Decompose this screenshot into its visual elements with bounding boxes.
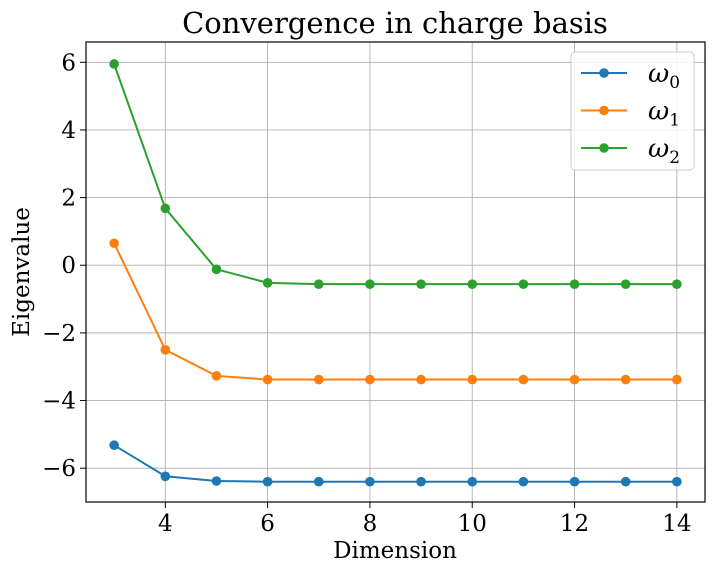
data-point xyxy=(211,476,222,486)
legend-symbol: ω xyxy=(648,134,669,164)
data-point xyxy=(569,374,580,385)
y-tick-label: 4 xyxy=(61,118,76,144)
x-tick-label: 6 xyxy=(260,511,275,537)
data-point xyxy=(416,476,426,487)
data-point xyxy=(160,344,171,355)
legend-marker xyxy=(599,105,609,116)
data-point xyxy=(365,374,375,385)
legend-subscript: 1 xyxy=(669,111,680,131)
y-tick-label: 6 xyxy=(61,50,76,76)
series-omega-0 xyxy=(109,440,682,487)
legend-label: ω2 xyxy=(648,134,680,168)
data-point xyxy=(262,374,273,385)
data-point xyxy=(160,471,171,482)
y-tick-label: 0 xyxy=(61,253,76,279)
data-point xyxy=(262,278,273,288)
data-point xyxy=(620,374,631,385)
data-point xyxy=(160,203,171,214)
data-point xyxy=(109,59,119,69)
series-omega-1 xyxy=(109,238,682,385)
legend-label: ω1 xyxy=(648,97,680,131)
legend-item: ω0 xyxy=(581,59,680,93)
y-tick-label: −4 xyxy=(42,389,76,415)
data-point xyxy=(313,476,324,487)
data-point xyxy=(672,476,682,487)
data-point xyxy=(467,279,478,289)
series-line xyxy=(113,242,677,381)
legend-symbol: ω xyxy=(648,97,669,127)
legend-item: ω2 xyxy=(581,134,680,168)
x-tick-label: 10 xyxy=(458,511,487,537)
data-point xyxy=(518,279,529,289)
legend-subscript: 2 xyxy=(669,148,680,168)
data-point xyxy=(109,238,119,249)
legend-marker xyxy=(599,68,609,78)
data-point xyxy=(672,279,682,289)
series-omega-2 xyxy=(109,59,682,289)
y-axis-label: Eigenvalue xyxy=(9,207,35,337)
series-layer xyxy=(109,59,682,487)
x-tick-label: 14 xyxy=(662,511,691,537)
series-line xyxy=(113,444,677,483)
data-point xyxy=(467,476,478,487)
data-point xyxy=(569,279,580,289)
x-tick-label: 8 xyxy=(363,511,378,537)
data-point xyxy=(518,476,529,487)
legend-subscript: 0 xyxy=(669,73,680,93)
data-point xyxy=(672,374,682,385)
y-tick-label: −6 xyxy=(42,456,76,482)
x-axis-label: Dimension xyxy=(333,538,457,564)
data-point xyxy=(518,374,529,385)
legend-box xyxy=(570,51,695,171)
data-point xyxy=(569,476,580,487)
data-point xyxy=(365,279,375,289)
data-point xyxy=(313,279,324,289)
legend-marker xyxy=(599,143,609,153)
data-point xyxy=(109,440,119,450)
x-tick-label: 12 xyxy=(560,511,589,537)
data-point xyxy=(416,279,426,289)
legend-label: ω0 xyxy=(648,59,680,93)
y-tick-label: 2 xyxy=(61,186,76,212)
data-point xyxy=(620,476,631,487)
x-tick-label: 4 xyxy=(158,511,173,537)
data-point xyxy=(313,374,324,385)
data-point xyxy=(211,264,222,275)
legend-symbol: ω xyxy=(648,59,669,89)
data-point xyxy=(262,476,273,487)
chart-title: Convergence in charge basis xyxy=(182,6,608,40)
data-point xyxy=(365,476,375,487)
legend-item: ω1 xyxy=(581,97,680,131)
y-tick-label: −2 xyxy=(42,321,76,347)
plot-frame xyxy=(85,41,706,503)
data-point xyxy=(416,374,426,385)
data-point xyxy=(620,279,631,289)
data-point xyxy=(467,374,478,385)
series-line xyxy=(113,63,677,286)
data-point xyxy=(211,371,222,381)
